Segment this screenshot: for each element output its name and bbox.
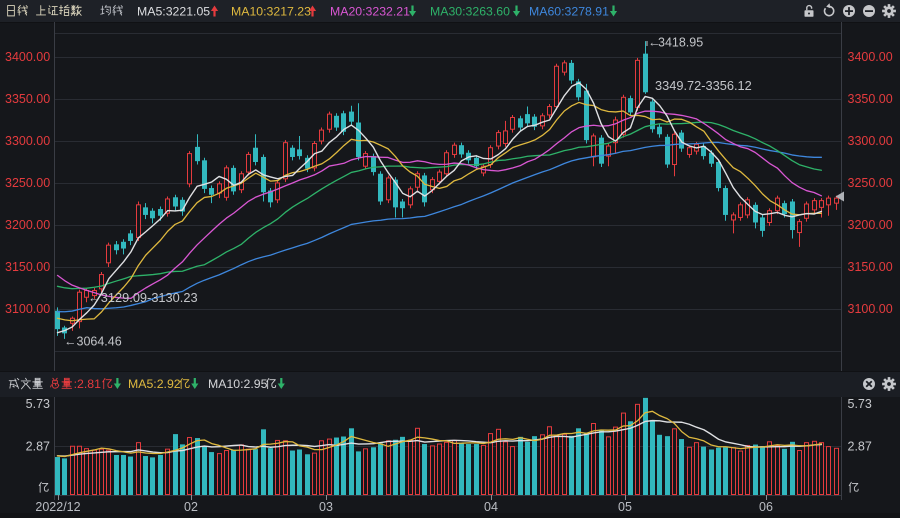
svg-text:MA5:2.92: MA5:2.92 [128,377,181,391]
svg-text:3349.72-3356.12: 3349.72-3356.12 [655,78,752,93]
svg-text:3350.00: 3350.00 [848,92,893,106]
svg-text:3250.00: 3250.00 [5,176,50,190]
svg-text:3150.00: 3150.00 [848,260,893,274]
svg-text:3200.00: 3200.00 [5,218,50,232]
svg-text:05: 05 [618,500,632,514]
svg-text:MA10:2.95: MA10:2.95 [208,377,268,391]
svg-text:3300.00: 3300.00 [848,134,893,148]
svg-text:5.73: 5.73 [848,397,872,411]
svg-text::2.81: :2.81 [74,377,102,391]
svg-text:MA10:3217.23: MA10:3217.23 [231,5,311,19]
svg-text:5.73: 5.73 [26,397,50,411]
svg-text:3400.00: 3400.00 [5,50,50,64]
svg-text:06: 06 [759,500,773,514]
svg-text:3100.00: 3100.00 [5,302,50,316]
svg-text:03: 03 [319,500,333,514]
svg-text:←: ← [648,36,661,50]
svg-text:3350.00: 3350.00 [5,92,50,106]
svg-text:2.87: 2.87 [26,440,50,454]
svg-text:←3064.46: ←3064.46 [64,335,122,349]
svg-text:3418.95: 3418.95 [658,36,703,50]
svg-text:04: 04 [484,500,498,514]
svg-text:3250.00: 3250.00 [848,176,893,190]
svg-text:MA5:3221.05: MA5:3221.05 [137,5,210,19]
svg-text:←3129.09-3130.23: ←3129.09-3130.23 [88,290,198,305]
svg-text:3200.00: 3200.00 [848,218,893,232]
svg-text:3100.00: 3100.00 [848,302,893,316]
svg-text:2.87: 2.87 [848,440,872,454]
svg-text:3400.00: 3400.00 [848,50,893,64]
svg-text:02: 02 [184,500,198,514]
svg-text:MA60:3278.91: MA60:3278.91 [529,5,609,19]
svg-text:MA20:3232.21: MA20:3232.21 [330,5,410,19]
svg-text:2022/12: 2022/12 [35,500,80,514]
svg-text:3300.00: 3300.00 [5,134,50,148]
svg-text:MA30:3263.60: MA30:3263.60 [430,5,510,19]
svg-text:3150.00: 3150.00 [5,260,50,274]
